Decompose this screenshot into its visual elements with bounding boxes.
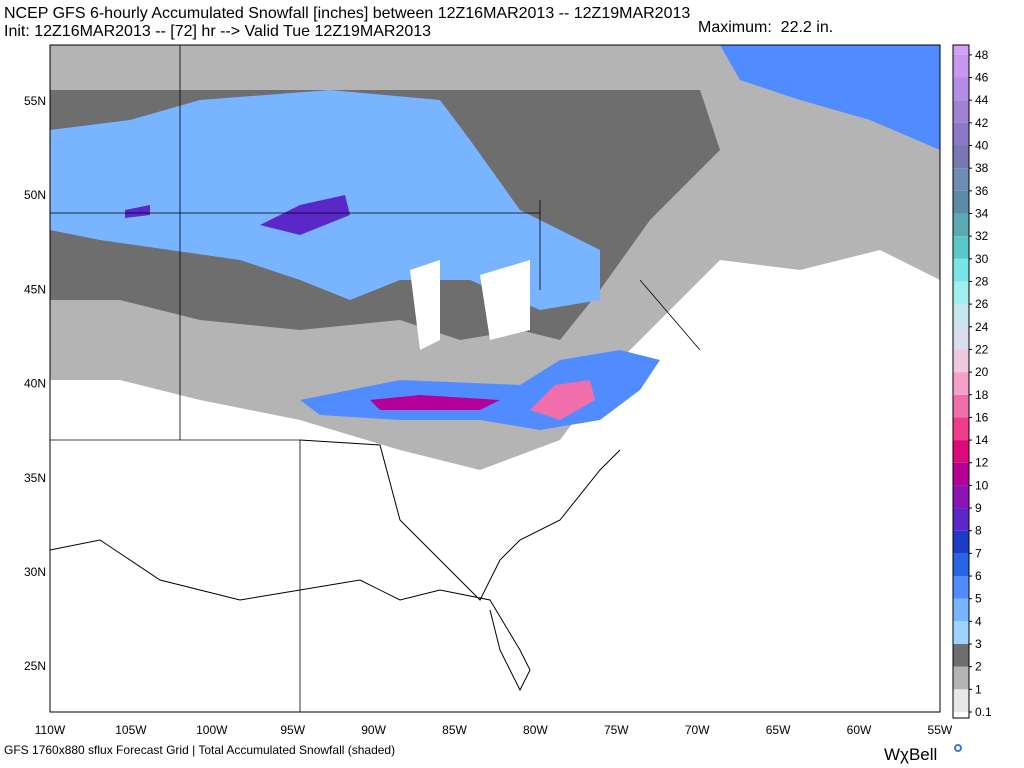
colorbar-label: 2	[975, 660, 982, 674]
colorbar-label: 30	[975, 252, 989, 266]
lon-label: 75W	[604, 723, 629, 737]
colorbar-label: 36	[975, 184, 989, 198]
colorbar-swatch	[953, 644, 969, 667]
colorbar-label: 1	[975, 682, 982, 696]
colorbar-label: 9	[975, 501, 982, 515]
colorbar-label: 38	[975, 161, 989, 175]
colorbar-label: 12	[975, 456, 989, 470]
colorbar-swatch	[953, 530, 969, 554]
lat-label: 45N	[24, 282, 46, 296]
colorbar-label: 34	[975, 206, 989, 220]
colorbar-label: 3	[975, 637, 982, 651]
colorbar-swatch	[953, 598, 969, 622]
colorbar-label: 46	[975, 71, 989, 85]
map-frame	[49, 44, 941, 713]
colorbar-swatch	[953, 190, 969, 214]
colorbar-swatch	[953, 462, 969, 486]
colorbar-label: 4	[975, 614, 982, 628]
colorbar-swatch	[953, 77, 969, 101]
colorbar-swatch	[953, 281, 969, 305]
colorbar-label: 28	[975, 274, 989, 288]
colorbar-swatch	[953, 508, 969, 531]
lon-label: 105W	[115, 723, 147, 737]
lon-label: 70W	[685, 723, 710, 737]
colorbar: 0.11234567891012141618202224262830323436…	[952, 44, 992, 719]
colorbar-swatch	[953, 712, 969, 718]
lon-label: 85W	[442, 723, 467, 737]
colorbar-swatch	[953, 54, 969, 78]
lon-label: 80W	[523, 723, 548, 737]
colorbar-swatch	[953, 394, 969, 418]
lon-label: 65W	[766, 723, 791, 737]
lat-label: 50N	[24, 188, 46, 202]
colorbar-swatch	[953, 145, 969, 169]
colorbar-swatch	[953, 485, 969, 509]
colorbar-swatch	[953, 45, 969, 55]
colorbar-swatch	[953, 417, 969, 441]
colorbar-label: 16	[975, 410, 989, 424]
lon-label: 95W	[280, 723, 305, 737]
colorbar-swatch	[953, 576, 969, 599]
colorbar-label: 0.1	[975, 705, 992, 719]
colorbar-label: 22	[975, 342, 989, 356]
colorbar-label: 18	[975, 388, 989, 402]
lat-label: 55N	[24, 94, 46, 108]
lon-label: 90W	[361, 723, 386, 737]
colorbar-label: 24	[975, 320, 989, 334]
colorbar-frame	[952, 44, 970, 719]
colorbar-swatch	[953, 168, 969, 191]
colorbar-swatch	[953, 553, 969, 577]
colorbar-swatch	[953, 122, 969, 146]
lat-label: 30N	[24, 565, 46, 579]
colorbar-swatch	[953, 689, 969, 712]
logo: WχBell	[884, 745, 937, 764]
lon-label: 60W	[847, 723, 872, 737]
colorbar-swatch	[953, 372, 969, 395]
colorbar-label: 5	[975, 592, 982, 606]
colorbar-swatch	[953, 621, 969, 645]
colorbar-label: 7	[975, 546, 982, 560]
colorbar-swatch	[953, 100, 969, 123]
colorbar-label: 32	[975, 229, 989, 243]
colorbar-label: 40	[975, 139, 989, 153]
colorbar-swatch	[953, 440, 969, 463]
lat-label: 35N	[24, 471, 46, 485]
colorbar-swatch	[953, 258, 969, 282]
colorbar-label: 20	[975, 365, 989, 379]
colorbar-label: 48	[975, 48, 989, 62]
lon-label: 110W	[35, 723, 66, 737]
colorbar-label: 42	[975, 116, 989, 130]
colorbar-swatch	[953, 326, 969, 350]
title: NCEP GFS 6-hourly Accumulated Snowfall […	[4, 5, 690, 22]
colorbar-label: 26	[975, 297, 989, 311]
colorbar-label: 8	[975, 524, 982, 538]
lon-label: 100W	[196, 723, 228, 737]
map-area	[50, 45, 940, 712]
colorbar-label: 14	[975, 433, 989, 447]
colorbar-swatch	[953, 666, 969, 690]
colorbar-swatch	[953, 304, 969, 327]
subtitle: Init: 12Z16MAR2013 -- [72] hr --> Valid …	[4, 23, 431, 40]
colorbar-label: 44	[975, 93, 989, 107]
colorbar-swatch	[953, 213, 969, 237]
colorbar-label: 10	[975, 478, 989, 492]
logo-dot	[954, 744, 962, 752]
maximum: Maximum: 22.2 in.	[698, 19, 833, 36]
footer-caption: GFS 1760x880 sflux Forecast Grid | Total…	[4, 743, 395, 757]
lon-label: 55W	[928, 723, 953, 737]
colorbar-label: 6	[975, 569, 982, 583]
lat-label: 40N	[24, 377, 46, 391]
colorbar-swatch	[953, 236, 969, 259]
colorbar-swatch	[953, 349, 969, 373]
lat-label: 25N	[24, 659, 46, 673]
